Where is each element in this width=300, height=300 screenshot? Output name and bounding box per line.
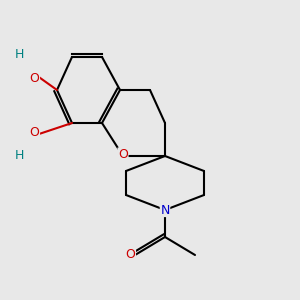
Text: O: O xyxy=(30,125,39,139)
Text: O: O xyxy=(118,148,128,161)
Text: H: H xyxy=(15,149,24,163)
Text: H: H xyxy=(15,47,24,61)
Text: O: O xyxy=(126,248,135,262)
Text: N: N xyxy=(160,203,170,217)
Text: O: O xyxy=(30,71,39,85)
